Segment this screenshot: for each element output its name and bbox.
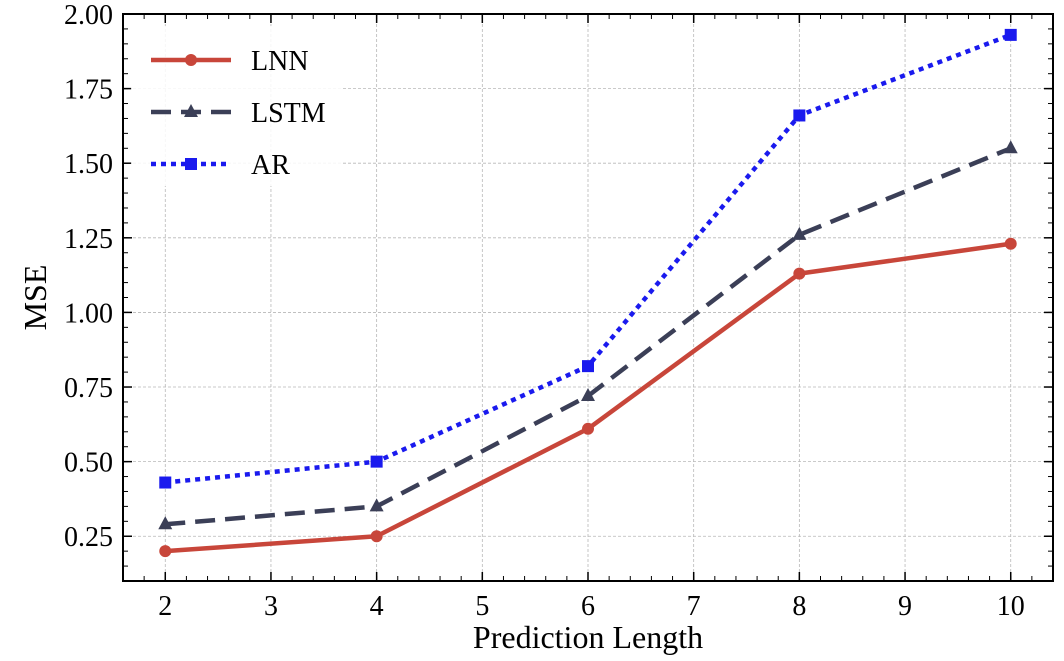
data-point-ar: [159, 476, 172, 489]
data-point-lnn: [793, 267, 806, 280]
x-tick-label: 6: [581, 591, 595, 622]
data-point-lstm: [158, 516, 173, 530]
y-tick-label: 2.00: [64, 0, 113, 31]
data-point-ar: [370, 455, 383, 468]
legend: LNN LSTM AR: [131, 26, 341, 186]
x-tick-label: 7: [687, 591, 701, 622]
data-point-ar: [582, 360, 594, 373]
data-point-lnn: [159, 545, 172, 558]
y-tick-label: 1.25: [64, 224, 113, 255]
y-tick-label: 1.00: [64, 298, 113, 329]
legend-label-ar: AR: [251, 150, 290, 181]
x-tick-label: 4: [370, 591, 384, 622]
x-tick-label: 5: [475, 591, 489, 622]
legend-marker-lstm: [184, 104, 198, 117]
y-tick-label: 0.25: [64, 522, 113, 553]
data-point-lstm: [369, 498, 384, 512]
y-tick-label: 0.50: [64, 448, 113, 479]
y-axis-label: MSE: [17, 265, 53, 331]
data-point-lstm: [581, 387, 595, 401]
x-tick-label: 9: [898, 591, 912, 622]
legend-marker-ar: [185, 158, 197, 170]
x-tick-label: 3: [264, 591, 278, 622]
data-point-lnn: [1004, 237, 1017, 250]
data-point-ar: [1004, 28, 1017, 41]
y-tick-label: 1.50: [64, 149, 113, 180]
x-axis-label: Prediction Length: [473, 619, 703, 655]
data-point-ar: [793, 109, 806, 122]
data-point-lnn: [370, 530, 383, 543]
x-tick-label: 10: [997, 591, 1025, 622]
data-point-lstm: [1003, 140, 1018, 154]
y-tick-label: 0.75: [64, 373, 113, 404]
axis-ticks: 2 3 4 5 6 7 8 9 10 0.25 0.50 0.75 1.00 1.25 1.50 1.75 2.…: [64, 0, 1054, 622]
data-point-lstm: [792, 226, 807, 240]
x-tick-label: 2: [158, 591, 172, 622]
series-markers: [158, 28, 1018, 558]
x-tick-label: 8: [792, 591, 806, 622]
y-tick-label: 1.75: [64, 75, 113, 106]
data-point-lnn: [582, 422, 594, 435]
legend-marker-lnn: [185, 54, 197, 66]
legend-label-lnn: LNN: [251, 46, 309, 77]
legend-background: [131, 26, 341, 186]
legend-label-lstm: LSTM: [251, 98, 326, 129]
